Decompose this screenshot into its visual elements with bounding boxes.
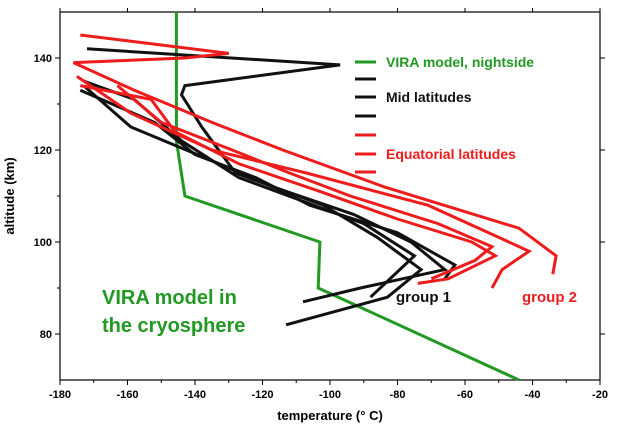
y-tick-label: 100 <box>34 237 52 249</box>
x-tick-label: -20 <box>592 389 608 401</box>
series-line-9 <box>116 84 495 281</box>
x-tick-label: -100 <box>319 389 341 401</box>
y-tick-label: 140 <box>34 53 52 65</box>
y-tick-label: 120 <box>34 145 52 157</box>
y-axis-label: altitude (km) <box>2 157 17 234</box>
annotation-group-1: group 1 <box>396 289 451 306</box>
x-tick-label: -40 <box>525 389 541 401</box>
series-line-8 <box>80 84 499 285</box>
x-axis-label: temperature (° C) <box>277 408 383 423</box>
y-tick-label: 80 <box>40 329 52 341</box>
series-line-5 <box>79 88 458 280</box>
x-tick-label: -140 <box>184 389 206 401</box>
series-line-7 <box>76 75 533 289</box>
legend-label: Mid latitudes <box>386 89 472 105</box>
x-tick-label: -120 <box>251 389 273 401</box>
x-tick-label: -160 <box>116 389 138 401</box>
x-tick-label: -80 <box>390 389 406 401</box>
legend-label: VIRA model, nightside <box>386 54 534 70</box>
series-line-1 <box>174 12 520 382</box>
annotation-vira-cryosphere-line2: the cryosphere <box>102 315 245 337</box>
annotation-vira-cryosphere-line1: VIRA model in <box>102 287 237 309</box>
series-line-6 <box>72 33 558 275</box>
legend-label: Equatorial latitudes <box>386 146 516 162</box>
annotation-group-2: group 2 <box>522 289 577 306</box>
series-line-2 <box>86 47 424 327</box>
x-tick-label: -60 <box>457 389 473 401</box>
x-tick-label: -180 <box>49 389 71 401</box>
series-line-4 <box>82 84 449 304</box>
